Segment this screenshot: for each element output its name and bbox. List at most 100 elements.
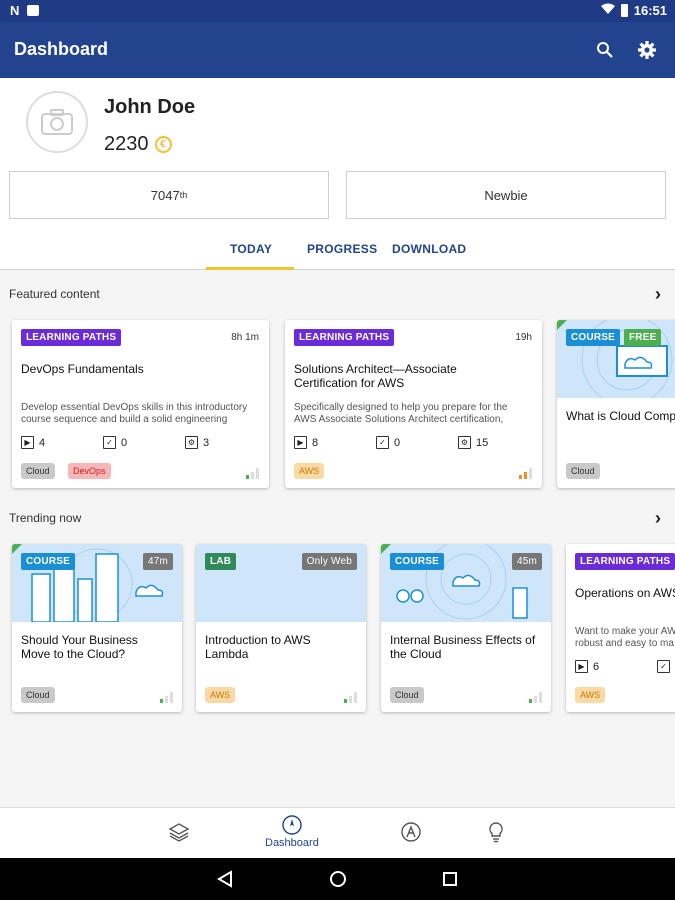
content-type-badge: COURSE [566,329,620,346]
trending-title: Trending now [9,511,82,525]
new-indicator [557,320,567,330]
difficulty-level-icon [519,468,532,479]
rank-suffix: th [179,190,188,200]
video-count: 4 [39,436,46,449]
tag-cloud: Cloud [21,687,55,703]
availability-badge: Only Web [301,553,357,570]
settings-button[interactable] [633,36,661,64]
play-icon: ▶ [294,436,307,449]
content-type-badge: COURSE [390,553,444,570]
card-title: DevOps Fundamentals [21,362,144,376]
chevron-right-icon: › [655,284,661,304]
status-bar: N 16:51 [0,0,675,22]
title-line: Solutions Architect—Associate [294,362,457,376]
nav-certifications[interactable] [400,821,422,843]
content-type-badge: LEARNING PATHS [21,329,122,346]
description-line: Specifically designed to help you prepar… [294,402,508,413]
card-description: Develop essential DevOps skills in this … [21,402,247,426]
card-title: Introduction to AWS Lambda [205,633,311,661]
user-name: John Doe [104,96,196,118]
difficulty-level-icon [160,692,173,703]
rank-value: 7047 [150,187,180,203]
lab-count: 15 [476,436,489,449]
level-box[interactable]: Newbie [346,171,666,219]
checkbox-icon: ✓ [376,436,389,449]
tag-devops: DevOps [68,463,111,479]
gear-icon [638,41,656,59]
featured-card[interactable]: LEARNING PATHS 19h Solutions Architect—A… [285,320,542,488]
tab-bar: TODAY PROGRESS DOWNLOAD [0,228,675,270]
featured-card[interactable]: LEARNING PATHS 8h 1m DevOps Fundamentals… [12,320,269,488]
recents-square-icon [443,872,457,886]
nav-ideas[interactable] [485,821,507,843]
description-line: Develop essential DevOps skills in this … [21,402,248,413]
bottom-navigation: Dashboard [0,807,675,858]
app-bar: Dashboard [0,22,675,78]
lab-gear-icon: ⚙ [185,436,198,449]
camera-icon [41,109,73,135]
featured-more-button[interactable]: › [655,284,661,305]
difficulty-level-icon [246,468,259,479]
n-notification-icon: N [10,3,20,18]
home-button[interactable] [327,868,349,890]
trending-card[interactable]: LEARNING PATHS Operations on AWS Want to… [566,544,675,712]
title-line: Internal Business Effects of [390,633,536,647]
content-counts: ▶ 8 ✓ 0 ⚙ 15 [294,436,540,449]
points-value: 2230 [104,133,149,155]
coin-icon: € [154,136,172,153]
app-notification-icon [27,5,40,16]
difficulty-level-icon [344,692,357,703]
quiz-count: 0 [121,436,128,449]
video-count: 8 [312,436,319,449]
nav-label: Dashboard [265,837,319,849]
lightbulb-icon [489,822,503,843]
featured-title: Featured content [9,287,100,301]
home-circle-icon [330,871,346,887]
free-badge: FREE [624,329,662,346]
layers-icon [168,823,190,842]
search-icon [597,42,613,58]
content-type-badge: COURSE [21,553,75,570]
active-tab-indicator [206,267,294,270]
title-line: Should Your Business [21,633,138,647]
play-icon: ▶ [575,660,588,673]
chevron-right-icon: › [655,508,661,528]
trending-card[interactable]: COURSE 47m Should Your Business Move to … [12,544,182,712]
title-line: Move to the Cloud? [21,647,126,661]
content-type-badge: LEARNING PATHS [575,553,675,570]
recents-button[interactable] [439,868,461,890]
cloud-computer-illustration [581,320,673,406]
page-title: Dashboard [14,39,109,59]
search-button[interactable] [591,36,619,64]
description-line: robust and easy to ma [575,638,674,649]
tab-today[interactable]: TODAY [230,242,273,256]
title-line: the Cloud [390,647,442,661]
people-cloud-illustration [396,544,528,620]
tab-progress[interactable]: PROGRESS [307,242,378,256]
content-type-badge: LEARNING PATHS [294,329,395,346]
checkbox-icon: ✓ [103,436,116,449]
content-type-badge: LAB [205,553,237,570]
duration: 19h [515,332,532,343]
tab-download[interactable]: DOWNLOAD [392,242,467,256]
trending-more-button[interactable]: › [655,508,661,529]
description-line: Want to make your AW [575,626,675,637]
nav-dashboard[interactable]: Dashboard [265,814,319,849]
trending-card[interactable]: COURSE 45m Internal Business Effects of … [381,544,551,712]
title-line: Introduction to AWS [205,633,311,647]
card-description: Specifically designed to help you prepar… [294,402,507,426]
featured-card[interactable]: COURSE FREE What is Cloud Comp Cloud [557,320,675,488]
nav-library[interactable] [168,821,190,843]
card-title: Internal Business Effects of the Cloud [390,633,535,661]
lab-gear-icon: ⚙ [458,436,471,449]
lab-count: 3 [203,436,210,449]
avatar[interactable] [26,91,88,153]
card-description: Want to make your AW robust and easy to … [575,626,675,650]
trending-card[interactable]: LAB Only Web Introduction to AWS Lambda … [196,544,366,712]
certification-icon [401,822,421,842]
content-counts: ▶ 4 ✓ 0 ⚙ 3 [21,436,267,449]
back-button[interactable] [214,868,236,890]
description-line: course sequence and build a solid engine… [21,414,228,425]
